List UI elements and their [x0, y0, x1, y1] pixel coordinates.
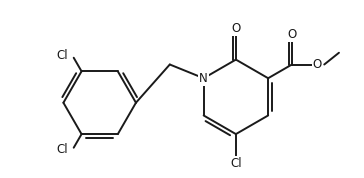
Text: O: O — [287, 28, 297, 41]
Text: O: O — [313, 58, 322, 71]
Text: Cl: Cl — [230, 157, 242, 170]
Text: Cl: Cl — [56, 143, 68, 156]
Text: N: N — [199, 72, 208, 85]
Text: Cl: Cl — [56, 49, 68, 62]
Text: O: O — [231, 22, 241, 35]
